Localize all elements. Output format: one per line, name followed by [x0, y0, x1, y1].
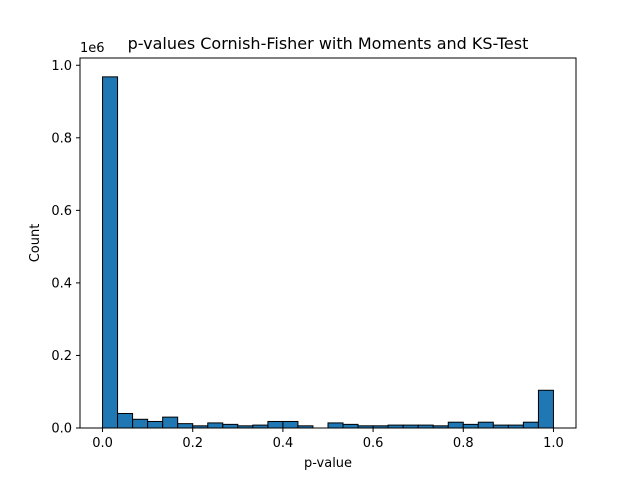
y-offset-text: 1e6: [80, 41, 105, 56]
histogram-bar: [132, 418, 149, 429]
y-tick-label: 0.2: [51, 349, 72, 364]
histogram-bar: [177, 423, 194, 429]
y-axis: 0.0 0.2 0.4 0.6 0.8 1.0: [51, 59, 80, 437]
y-axis-label: Count: [28, 224, 43, 263]
plot-frame: [79, 57, 577, 429]
x-tick-label: 0.4: [273, 436, 294, 451]
y-tick-label: 1.0: [51, 59, 72, 74]
x-tick-label: 0.0: [92, 436, 113, 451]
histogram-bar: [117, 412, 134, 429]
x-tick-label: 0.6: [363, 436, 384, 451]
y-tick-label: 0.4: [51, 276, 72, 291]
histogram-bar: [102, 76, 119, 429]
histogram-bar: [282, 420, 299, 429]
histogram-bar: [147, 420, 164, 429]
x-tick-label: 1.0: [543, 436, 564, 451]
x-axis: 0.0 0.2 0.4 0.6 0.8 1.0: [92, 428, 564, 451]
y-tick-label: 0.8: [51, 131, 72, 146]
histogram-bar: [162, 416, 179, 429]
y-tick-label: 0.6: [51, 204, 72, 219]
x-axis-label: p-value: [304, 456, 352, 471]
histogram-bar: [462, 423, 479, 429]
x-tick-label: 0.2: [182, 436, 203, 451]
y-tick-label: 0.0: [51, 422, 72, 437]
histogram-bar: [342, 423, 359, 429]
histogram-bar: [222, 423, 239, 429]
chart-title: p-values Cornish-Fisher with Moments and…: [128, 34, 529, 53]
histogram-bar: [537, 389, 554, 429]
histogram-bar: [477, 421, 494, 429]
histogram-bar: [327, 422, 344, 429]
bars-group: [102, 76, 554, 429]
histogram-bar: [522, 421, 539, 429]
x-tick-label: 0.8: [453, 436, 474, 451]
histogram-bar: [267, 420, 284, 429]
histogram-bar: [207, 422, 224, 429]
histogram-bar: [447, 421, 464, 429]
